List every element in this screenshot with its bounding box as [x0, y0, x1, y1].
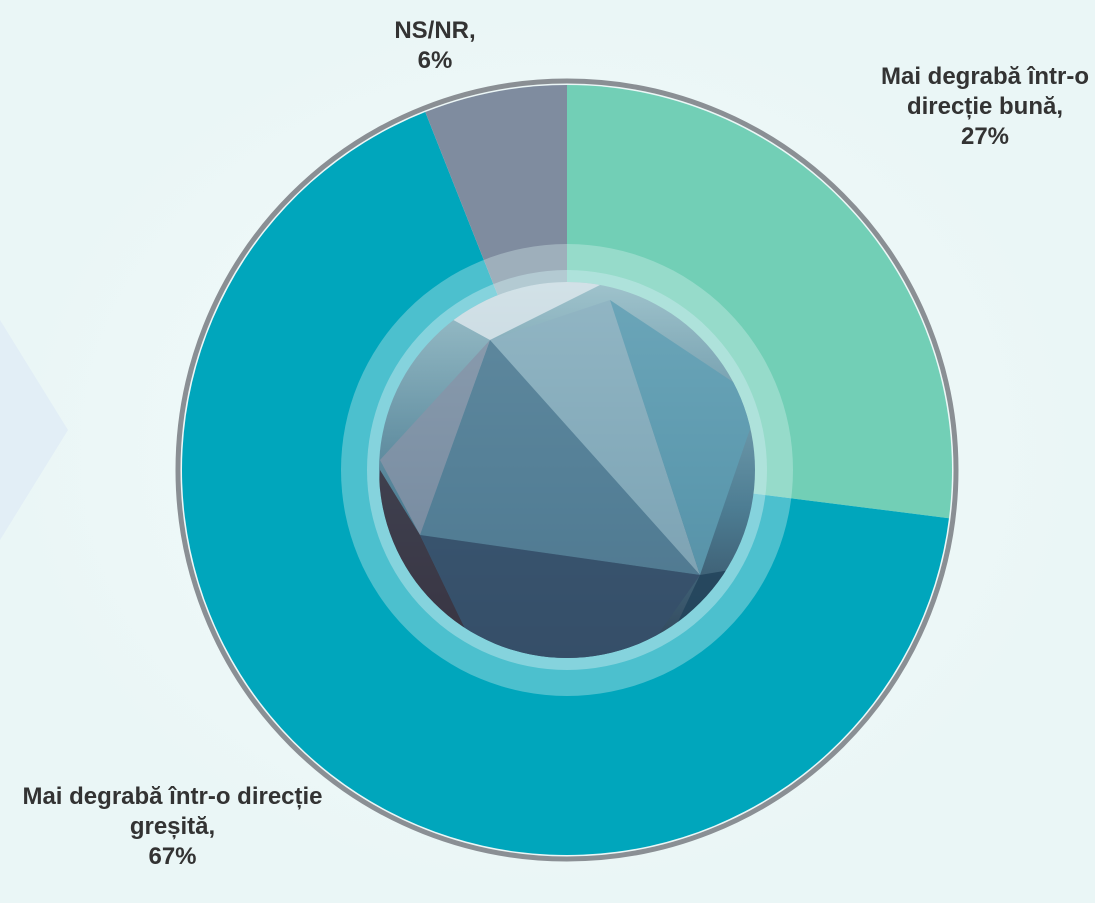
category-label: Mai degrabă într-o direcție greșită,	[22, 783, 323, 840]
label-wrong: Mai degrabă într-o direcție greșită, 67%	[0, 782, 345, 872]
value-label: 67%	[148, 843, 197, 870]
label-nsnr: NS/NR, 6%	[370, 16, 500, 76]
facet	[610, 300, 755, 575]
category-label: NS/NR,	[394, 17, 476, 44]
center-decor	[341, 244, 793, 696]
facet	[490, 300, 700, 575]
pie-rim	[175, 78, 959, 862]
facet	[420, 340, 700, 575]
category-label: Mai degrabă într-o direcție bună,	[880, 63, 1090, 120]
label-good: Mai degrabă într-o direcție bună, 27%	[855, 62, 1095, 152]
value-label: 27%	[960, 123, 1010, 150]
facet	[420, 535, 700, 658]
decor-chevron	[0, 320, 68, 540]
value-label: 6%	[417, 47, 453, 74]
facet	[380, 340, 490, 535]
